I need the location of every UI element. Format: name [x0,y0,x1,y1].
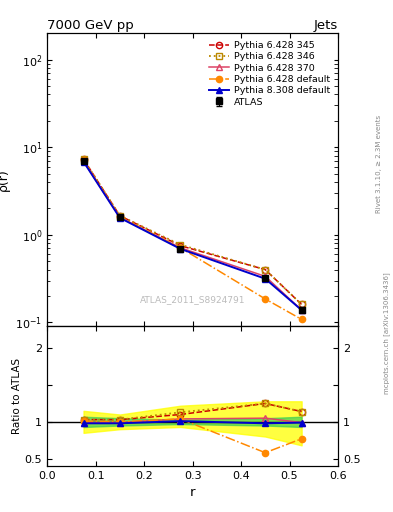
Pythia 6.428 345 [81,156,86,162]
Text: 7000 GeV pp: 7000 GeV pp [47,19,134,32]
Pythia 8.308 default [81,159,86,165]
Pythia 8.308 default [118,215,122,221]
Text: mcplots.cern.ch [arXiv:1306.3436]: mcplots.cern.ch [arXiv:1306.3436] [384,272,391,394]
Pythia 6.428 346 [299,302,304,308]
Pythia 6.428 370 [118,215,122,221]
Pythia 6.428 370 [263,273,268,280]
Line: Pythia 8.308 default: Pythia 8.308 default [81,159,305,313]
Line: Pythia 6.428 370: Pythia 6.428 370 [81,158,305,313]
Pythia 6.428 345 [299,302,304,308]
Y-axis label: Ratio to ATLAS: Ratio to ATLAS [12,358,22,434]
Y-axis label: ρ(r): ρ(r) [0,168,10,191]
Pythia 8.308 default [299,307,304,313]
Pythia 6.428 345 [178,243,183,249]
Text: ATLAS_2011_S8924791: ATLAS_2011_S8924791 [140,295,245,305]
Pythia 6.428 346 [118,212,122,219]
Pythia 6.428 370 [81,158,86,164]
Legend: Pythia 6.428 345, Pythia 6.428 346, Pythia 6.428 370, Pythia 6.428 default, Pyth: Pythia 6.428 345, Pythia 6.428 346, Pyth… [206,38,333,110]
Line: Pythia 6.428 345: Pythia 6.428 345 [81,156,305,308]
Pythia 6.428 346 [263,267,268,273]
Pythia 8.308 default [178,246,183,252]
Pythia 6.428 370 [299,307,304,313]
Pythia 6.428 370 [178,245,183,251]
Pythia 6.428 default [299,316,304,323]
Pythia 6.428 default [178,245,183,251]
Pythia 6.428 default [81,157,86,163]
Text: Jets: Jets [314,19,338,32]
Pythia 6.428 346 [81,156,86,162]
Line: Pythia 6.428 346: Pythia 6.428 346 [81,156,305,308]
Line: Pythia 6.428 default: Pythia 6.428 default [81,157,305,323]
Pythia 6.428 346 [178,242,183,248]
Pythia 6.428 default [263,296,268,302]
Pythia 6.428 default [118,214,122,220]
Pythia 6.428 345 [118,212,122,219]
Text: Rivet 3.1.10, ≥ 2.3M events: Rivet 3.1.10, ≥ 2.3M events [376,115,382,213]
X-axis label: r: r [190,486,195,499]
Pythia 6.428 345 [263,267,268,273]
Pythia 8.308 default [263,275,268,282]
